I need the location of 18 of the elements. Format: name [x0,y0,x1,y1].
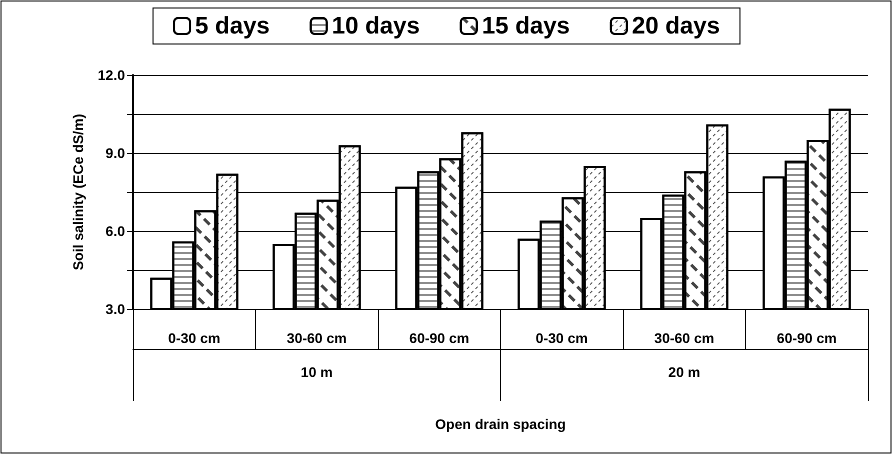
x-axis-title: Open drain spacing [435,416,566,432]
legend-label: 10 days [332,12,420,40]
x-tick-label: 60-90 cm [776,330,837,346]
text: 10 m [300,364,333,380]
x-tick-label: 0-30 cm [168,330,220,346]
legend-label: 20 days [632,12,720,40]
y-tick-label: 3.0 [106,301,126,317]
x-tick-label: 60-90 cm [409,330,470,346]
y-tick-label: 9.0 [106,145,126,161]
x-tick-label: 30-60 cm [286,330,347,346]
x-tick-label: 0-30 cm [536,330,588,346]
y-tick-label: 6.0 [106,223,126,239]
y-tick-label: 12.0 [98,67,126,83]
legend-label: 15 days [482,12,570,40]
legend-label: 5 days [195,12,270,40]
y-axis-title: Soil salinity (ECe dS/m) [70,114,86,270]
x-tick-label: 30-60 cm [654,330,714,346]
text: 20 m [668,364,700,380]
